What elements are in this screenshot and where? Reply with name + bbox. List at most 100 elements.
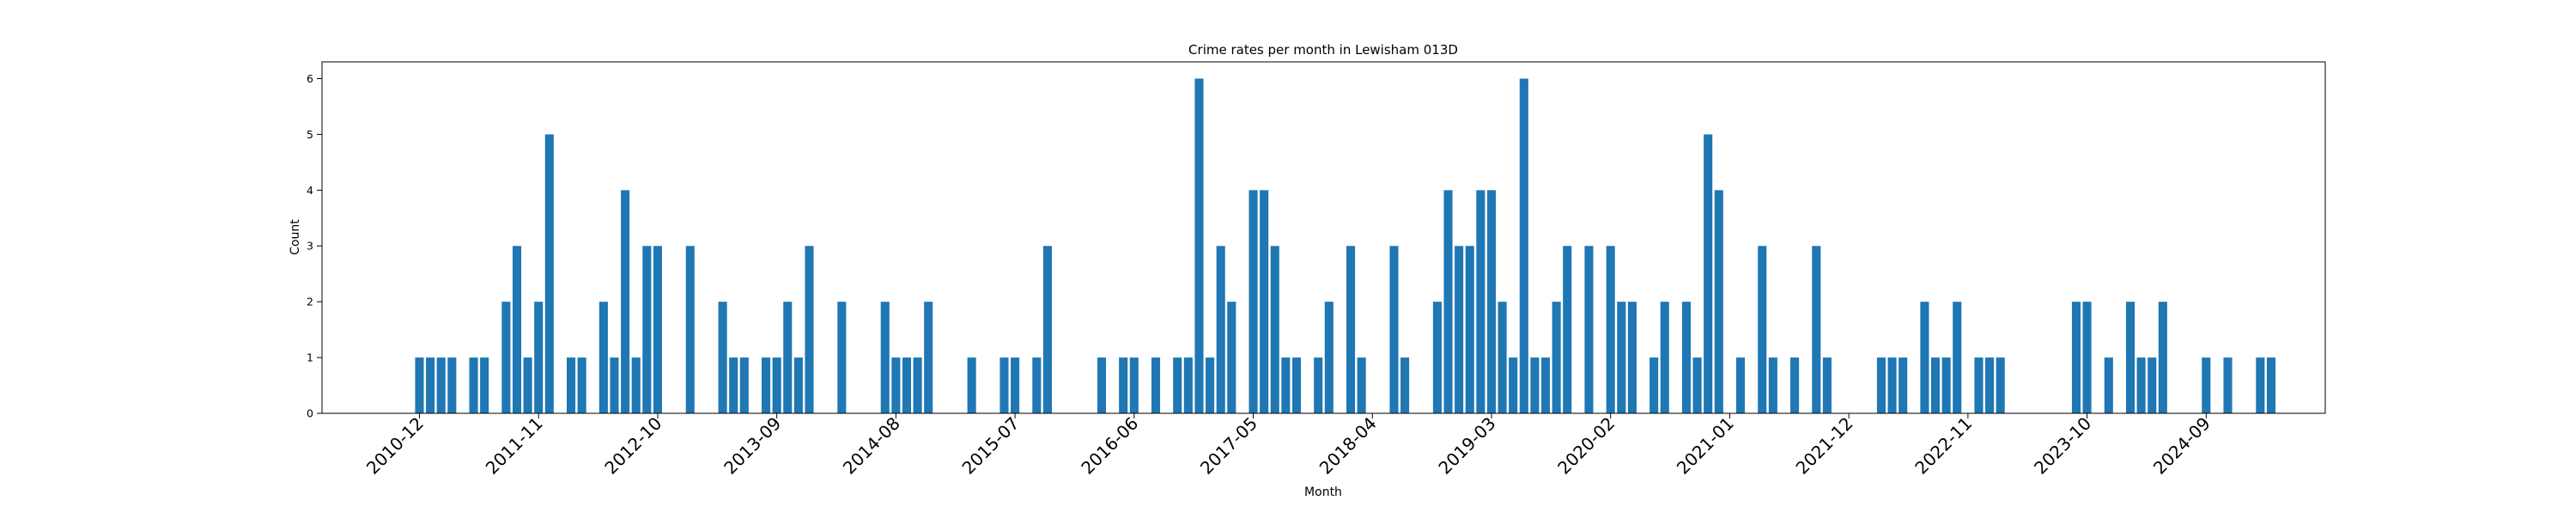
bar-2019-03 [1486, 190, 1497, 413]
bar-2023-02 [1996, 357, 2005, 413]
bar-2015-03 [967, 357, 976, 413]
bar-2017-05 [1249, 190, 1258, 413]
bar-2020-07 [1660, 302, 1669, 413]
bar-2011-06 [480, 357, 489, 413]
bar-2025-03 [2266, 357, 2275, 413]
bar-2018-10 [1432, 302, 1442, 413]
bar-2017-06 [1260, 190, 1269, 413]
x-tick-label: 2023-10 [2030, 413, 2095, 479]
bar-2022-08 [1930, 357, 1941, 413]
bar-2022-05 [1899, 357, 1908, 413]
bar-2017-11 [1314, 357, 1323, 413]
bar-2015-09 [1032, 357, 1042, 413]
bar-2021-07 [1790, 357, 1800, 413]
bar-2011-08 [501, 302, 511, 413]
bar-2012-10 [653, 246, 662, 413]
bar-2020-10 [1692, 357, 1702, 413]
x-tick-label: 2016-06 [1077, 413, 1142, 479]
bar-2015-10 [1042, 246, 1052, 413]
y-tick-label: 6 [307, 72, 313, 85]
x-tick-label: 2012-10 [600, 413, 665, 479]
bar-2019-04 [1498, 302, 1507, 413]
bar-2012-07 [621, 190, 630, 413]
y-axis-label: Count [289, 219, 302, 255]
bar-2020-02 [1606, 246, 1615, 413]
y-tick-label: 0 [307, 407, 313, 420]
bar-2019-09 [1552, 302, 1561, 413]
bar-2018-06 [1389, 246, 1399, 413]
bar-2024-09 [2202, 357, 2211, 413]
bar-2018-07 [1400, 357, 1410, 413]
bar-2017-03 [1227, 302, 1236, 413]
x-tick-label: 2019-03 [1434, 413, 1499, 479]
y-tick-label: 3 [307, 240, 313, 253]
bar-2012-06 [610, 357, 619, 413]
bar-2013-01 [685, 246, 695, 413]
bar-2020-04 [1627, 302, 1637, 413]
bar-2019-05 [1509, 357, 1518, 413]
x-tick-label: 2013-09 [720, 413, 785, 479]
bar-2022-03 [1876, 357, 1886, 413]
bar-2020-12 [1714, 190, 1723, 413]
bar-2019-02 [1476, 190, 1485, 413]
x-tick-label: 2024-09 [2149, 413, 2215, 479]
bar-2014-09 [902, 357, 912, 413]
bar-2012-05 [598, 302, 608, 413]
bars-group [415, 78, 2275, 413]
bar-2017-12 [1324, 302, 1334, 413]
bar-2012-09 [642, 246, 652, 413]
bar-2016-05 [1119, 357, 1128, 413]
bar-2020-09 [1681, 302, 1692, 413]
bar-2011-02 [436, 357, 446, 413]
bar-2019-06 [1519, 78, 1528, 413]
x-tick-label: 2018-04 [1315, 413, 1381, 479]
bar-2014-11 [924, 302, 933, 413]
bar-2021-04 [1758, 246, 1767, 413]
bar-2013-09 [772, 357, 781, 413]
bar-2022-07 [1920, 302, 1929, 413]
bar-2013-04 [718, 302, 727, 413]
bar-2023-10 [2082, 302, 2092, 413]
bar-2019-12 [1584, 246, 1594, 413]
bar-2020-06 [1649, 357, 1659, 413]
bar-2011-09 [512, 246, 522, 413]
bar-2013-06 [739, 357, 749, 413]
x-tick-label: 2021-01 [1673, 413, 1738, 479]
bar-2022-10 [1953, 302, 1962, 413]
bar-2018-12 [1455, 246, 1464, 413]
bar-2012-08 [631, 357, 641, 413]
bar-2016-11 [1183, 357, 1193, 413]
bar-2021-05 [1768, 357, 1777, 413]
bar-2024-11 [2223, 357, 2233, 413]
bar-2012-02 [567, 357, 576, 413]
x-tick-label: 2010-12 [362, 413, 428, 479]
x-tick-label: 2020-02 [1553, 413, 1619, 479]
x-axis: 2010-12 2011-11 2012-10 2013-09 2014-08 2015-… [362, 413, 2215, 479]
bar-2015-07 [1011, 357, 1020, 413]
bar-2015-06 [999, 357, 1009, 413]
bar-2016-12 [1194, 78, 1204, 413]
y-tick-label: 1 [307, 351, 313, 364]
bar-2020-11 [1704, 134, 1713, 413]
bar-2011-03 [447, 357, 457, 413]
bar-2014-03 [837, 302, 847, 413]
bar-2023-09 [2071, 302, 2081, 413]
bar-2024-03 [2136, 357, 2146, 413]
y-tick-label: 4 [307, 184, 313, 197]
x-tick-label: 2015-07 [958, 413, 1024, 479]
bar-2016-10 [1173, 357, 1182, 413]
bar-2021-02 [1735, 357, 1746, 413]
bar-2024-02 [2125, 302, 2136, 413]
x-tick-label: 2017-05 [1196, 413, 1261, 479]
bar-2017-09 [1291, 357, 1302, 413]
bar-2011-01 [426, 357, 435, 413]
bar-2019-10 [1563, 246, 1572, 413]
bar-2019-07 [1530, 357, 1540, 413]
bar-2025-02 [2256, 357, 2265, 413]
bar-2018-11 [1443, 190, 1453, 413]
bar-2019-01 [1465, 246, 1474, 413]
bar-2020-03 [1617, 302, 1626, 413]
bar-2021-09 [1812, 246, 1821, 413]
bar-2013-05 [729, 357, 738, 413]
